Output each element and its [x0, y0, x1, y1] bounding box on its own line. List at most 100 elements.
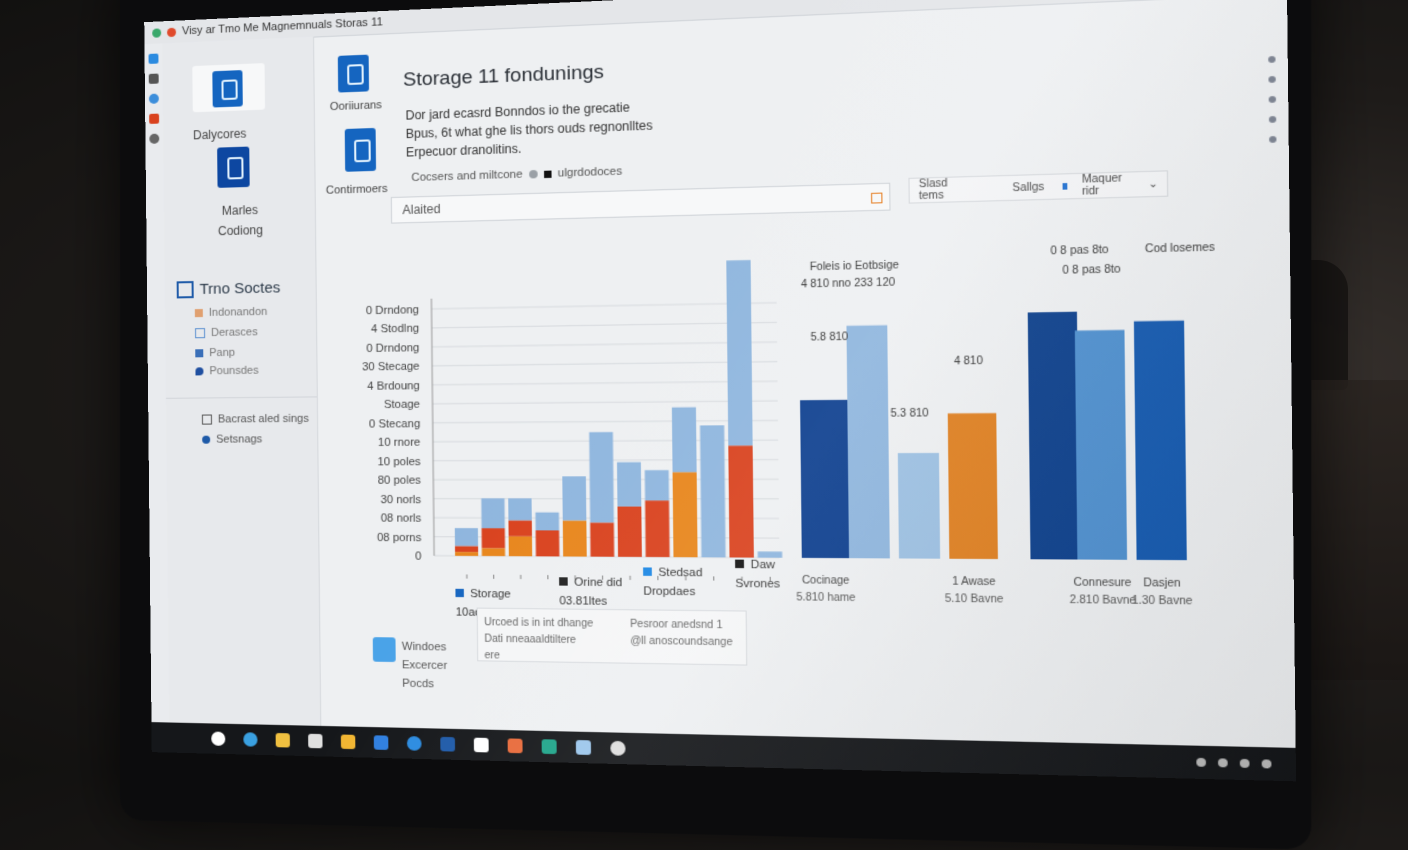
tool-icon[interactable] [1269, 116, 1276, 123]
tool-icon[interactable] [1269, 96, 1276, 103]
store-icon[interactable] [374, 735, 389, 750]
sidebar: Dalycores Marles Codiong Trno Soctes Ind… [162, 37, 321, 757]
sidebar-lower-item[interactable]: Bacrast aled sings [202, 413, 309, 426]
bar [589, 432, 614, 523]
checkbox-icon [202, 415, 212, 425]
search-clear-icon[interactable] [871, 193, 882, 204]
sidebar-item[interactable]: Indonandon [195, 306, 268, 319]
bar [1028, 312, 1080, 560]
legend-swatch [559, 577, 568, 585]
legend-sub-label: 03.81ltes [559, 595, 608, 608]
x-category-label: Cocinage [802, 575, 850, 587]
y-tick-label: 0 Stecang [369, 418, 420, 431]
bar [617, 506, 641, 556]
filter-mid-label: Sallgs [1003, 181, 1054, 194]
cloud-icon [202, 436, 210, 444]
battery-icon[interactable] [1240, 759, 1250, 768]
legend-label: Stedsad [658, 566, 702, 579]
chevron-down-icon: ⌄ [1138, 177, 1167, 190]
y-tick-label: 10 poles [377, 456, 421, 469]
y-axis [431, 299, 434, 556]
bar [1075, 330, 1127, 560]
filter-select[interactable]: Maquer ridr⌄ [1053, 171, 1177, 199]
search-input[interactable]: Alaited [391, 183, 891, 224]
tool-icon[interactable] [1268, 56, 1275, 63]
pin-icon [195, 367, 203, 375]
bar [846, 325, 889, 558]
notice-right-line: Pesroor anedsnd 1 [630, 617, 733, 635]
browser-icon[interactable] [407, 736, 422, 751]
sidebar-section-title[interactable]: Trno Soctes [177, 279, 281, 298]
info-icon[interactable] [610, 741, 625, 756]
y-tick-label: 0 Drndong [366, 304, 419, 317]
folder-icon[interactable] [276, 733, 290, 748]
tag-icon [195, 309, 203, 317]
settings-icon[interactable] [542, 739, 557, 754]
doc-icon[interactable] [474, 738, 489, 753]
clock-icon[interactable] [149, 134, 159, 144]
list-icon[interactable] [149, 74, 159, 84]
bar [455, 552, 478, 556]
gridline [432, 342, 777, 347]
sidebar-item[interactable]: Pounsdes [195, 365, 258, 378]
bottom-app-line: Pocds [402, 674, 486, 694]
gridline [432, 322, 777, 328]
bar-data-label: 5.3 810 [890, 408, 929, 420]
chart-svg: 0 Drndong4 Stodlng0 Drndong30 Stecage4 B… [307, 238, 1282, 661]
tool-icon[interactable] [1268, 76, 1275, 83]
home-icon[interactable] [149, 54, 159, 64]
filter-bar[interactable]: Slasd tems Sallgs Maquer ridr⌄ [908, 170, 1168, 203]
legend-sub-label: Svrones [735, 578, 780, 591]
media-icon[interactable] [217, 147, 250, 188]
app-label-2: Contirmoers [311, 182, 404, 197]
bar [536, 530, 560, 556]
notes-icon[interactable] [338, 55, 369, 93]
start-icon[interactable] [211, 731, 225, 745]
y-tick-label: 10 rnore [378, 437, 421, 450]
notification-icon[interactable] [1262, 759, 1272, 768]
sidebar-item[interactable]: Panp [195, 347, 235, 360]
bar-data-label: 4 810 nno 233 120 [801, 277, 896, 291]
photos-icon[interactable] [508, 738, 523, 753]
bar [728, 445, 754, 557]
app-label-1: Ooriiurans [310, 98, 403, 114]
bar [508, 498, 532, 520]
app-icon [152, 28, 161, 37]
mail-icon[interactable] [440, 737, 455, 752]
storage-chart: 0 Drndong4 Stodlng0 Drndong30 Stecage4 B… [307, 238, 1282, 661]
close-dot-icon[interactable] [167, 27, 176, 36]
bottom-app-line: Windoes [402, 638, 486, 658]
file-icon[interactable] [308, 734, 322, 749]
alert-icon[interactable] [149, 114, 159, 124]
search-app-icon[interactable] [345, 128, 376, 172]
notice-panel: Urcoed is in int dhange Dati nneaaaldtil… [477, 608, 748, 666]
bar [672, 407, 697, 472]
bar-data-label: 0 8 pas 8to [1050, 244, 1109, 257]
sidebar-item[interactable]: Derasces [195, 326, 258, 339]
sidebar-card-label-1: Marles [222, 203, 258, 218]
network-icon[interactable] [1196, 758, 1206, 767]
notes-icon[interactable] [341, 735, 356, 750]
y-tick-label: Stoage [384, 399, 420, 412]
volume-icon[interactable] [1218, 758, 1228, 767]
legend-line: Cocsers and miltcone ulgrdodoces [411, 165, 622, 184]
bar [482, 528, 505, 548]
y-tick-label: 08 porns [377, 531, 422, 544]
tool-icon[interactable] [1269, 136, 1276, 143]
sidebar-lower-item[interactable]: Setsnags [202, 433, 262, 445]
bottom-app[interactable]: Windoes Excercer Pocds [373, 637, 396, 662]
system-tray [1196, 758, 1296, 769]
bar-data-label: 0 8 pas 8to [1062, 264, 1121, 277]
legend-square-icon [544, 170, 552, 178]
legend-left-label: Cocsers and miltcone [411, 168, 522, 184]
search-icon[interactable] [243, 732, 257, 746]
bar [726, 260, 752, 446]
gridline [432, 381, 777, 385]
bar [563, 520, 587, 556]
bar-data-label: 5.8 810 [811, 331, 849, 343]
legend-label: Orine did [574, 576, 622, 589]
bar [1134, 321, 1187, 561]
calendar-icon[interactable] [576, 740, 591, 755]
page-description: Dor jard ecasrd Bonndos io the grecatie … [405, 96, 683, 162]
globe-icon[interactable] [149, 94, 159, 104]
